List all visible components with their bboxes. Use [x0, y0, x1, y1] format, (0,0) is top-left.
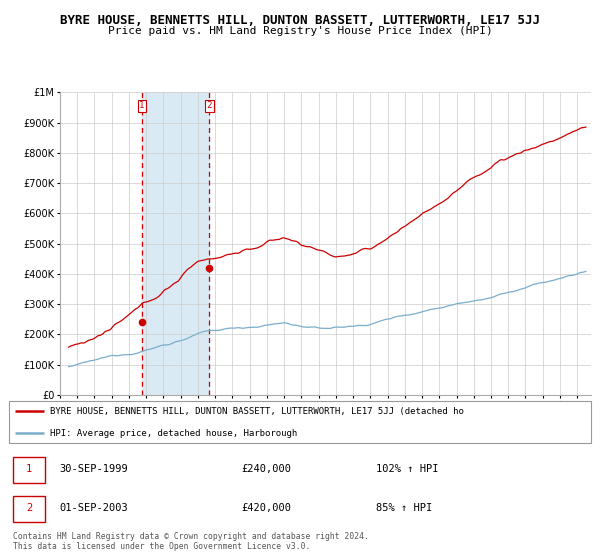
FancyBboxPatch shape: [13, 496, 46, 522]
Bar: [142, 92, 209, 395]
FancyBboxPatch shape: [9, 401, 591, 444]
Text: Contains HM Land Registry data © Crown copyright and database right 2024.
This d: Contains HM Land Registry data © Crown c…: [13, 531, 369, 551]
Text: £240,000: £240,000: [241, 464, 291, 474]
Text: 1: 1: [26, 464, 32, 474]
Text: Price paid vs. HM Land Registry's House Price Index (HPI): Price paid vs. HM Land Registry's House …: [107, 26, 493, 36]
Text: 85% ↑ HPI: 85% ↑ HPI: [376, 503, 433, 513]
Text: 1: 1: [139, 101, 145, 110]
Text: 01-SEP-2003: 01-SEP-2003: [59, 503, 128, 513]
Text: BYRE HOUSE, BENNETTS HILL, DUNTON BASSETT, LUTTERWORTH, LE17 5JJ: BYRE HOUSE, BENNETTS HILL, DUNTON BASSET…: [60, 14, 540, 27]
Text: £420,000: £420,000: [241, 503, 291, 513]
Point: [205, 263, 214, 272]
Text: BYRE HOUSE, BENNETTS HILL, DUNTON BASSETT, LUTTERWORTH, LE17 5JJ (detached ho: BYRE HOUSE, BENNETTS HILL, DUNTON BASSET…: [50, 407, 464, 416]
Text: HPI: Average price, detached house, Harborough: HPI: Average price, detached house, Harb…: [50, 429, 298, 438]
Text: 2: 2: [207, 101, 212, 110]
Text: 2: 2: [26, 503, 32, 513]
Point: [137, 318, 146, 326]
Text: 30-SEP-1999: 30-SEP-1999: [59, 464, 128, 474]
FancyBboxPatch shape: [13, 457, 46, 483]
Text: 102% ↑ HPI: 102% ↑ HPI: [376, 464, 439, 474]
